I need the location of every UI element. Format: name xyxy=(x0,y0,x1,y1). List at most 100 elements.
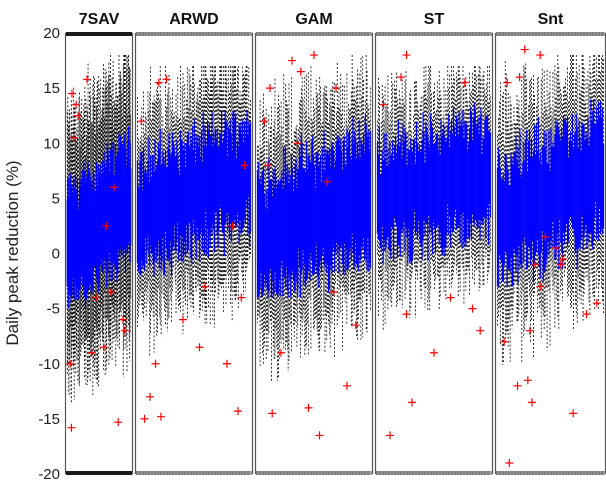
outlier-marker xyxy=(402,310,411,319)
outlier-marker xyxy=(460,78,469,87)
outlier-marker xyxy=(541,232,550,241)
outlier-marker xyxy=(503,78,512,87)
outlier-marker xyxy=(107,288,115,297)
outlier-marker xyxy=(296,67,305,76)
outlier-marker xyxy=(74,111,82,120)
y-tick-label: 15 xyxy=(43,80,60,97)
outlier-marker xyxy=(379,100,388,109)
outlier-marker xyxy=(582,310,591,319)
bottom-tick-band xyxy=(66,471,132,475)
y-tick-label: 10 xyxy=(43,135,60,152)
panel-arwd: ARWD xyxy=(134,11,254,475)
panel-title: Snt xyxy=(538,11,564,28)
outlier-marker xyxy=(468,304,477,313)
boxes xyxy=(376,102,492,265)
outlier-marker xyxy=(527,398,536,407)
boxes xyxy=(256,113,372,298)
outlier-marker xyxy=(397,73,405,82)
outlier-marker xyxy=(228,221,237,230)
outlier-marker xyxy=(201,282,209,291)
outlier-marker xyxy=(386,431,394,440)
outlier-marker xyxy=(195,343,204,352)
outlier-marker xyxy=(67,423,76,432)
outliers xyxy=(260,51,360,440)
outlier-marker xyxy=(87,348,96,357)
outlier-marker xyxy=(343,381,351,390)
outlier-marker xyxy=(69,133,78,142)
outlier-marker xyxy=(157,412,165,421)
outlier-marker xyxy=(66,359,75,368)
top-tick-band xyxy=(496,32,605,36)
outlier-marker xyxy=(263,161,272,170)
outlier-marker xyxy=(266,84,274,93)
boxes xyxy=(496,99,605,287)
outlier-marker xyxy=(310,51,318,60)
chart-panels: 7SAV ARWD GAM ST Snt xyxy=(64,11,606,475)
boxes xyxy=(136,110,252,276)
y-axis-title: Daily peak reduction (%) xyxy=(3,160,22,345)
panel-title: ST xyxy=(424,11,445,28)
y-tick-label: 20 xyxy=(43,25,60,42)
outliers xyxy=(500,45,601,467)
y-tick-label: -20 xyxy=(38,466,60,483)
outlier-marker xyxy=(72,100,81,109)
outlier-marker xyxy=(402,51,411,60)
outlier-marker xyxy=(500,337,509,346)
y-tick-label: 0 xyxy=(52,246,60,263)
outlier-marker xyxy=(515,73,524,82)
outliers xyxy=(379,51,485,440)
panel-gam: GAM xyxy=(254,11,374,475)
outlier-marker xyxy=(351,321,360,330)
panel-title: 7SAV xyxy=(79,11,120,28)
outlier-marker xyxy=(304,403,313,412)
outlier-marker xyxy=(323,177,332,186)
y-axis: -20 -15 -10 -5 0 5 10 15 20 xyxy=(38,25,60,483)
outlier-marker xyxy=(332,84,340,93)
outlier-marker xyxy=(137,117,146,126)
bottom-tick-band xyxy=(496,471,605,475)
outlier-marker xyxy=(476,326,485,335)
outlier-marker xyxy=(83,75,91,84)
outlier-marker xyxy=(569,409,578,418)
outlier-marker xyxy=(408,398,416,407)
outlier-marker xyxy=(151,359,160,368)
outlier-marker xyxy=(505,458,514,467)
outlier-marker xyxy=(154,78,163,87)
panel-7sav: 7SAV xyxy=(64,11,134,475)
outlier-marker xyxy=(240,161,249,170)
outlier-marker xyxy=(513,381,522,390)
outlier-marker xyxy=(146,392,154,401)
outlier-marker xyxy=(329,288,338,297)
outlier-marker xyxy=(237,293,246,302)
outlier-marker xyxy=(592,299,601,308)
outlier-marker xyxy=(315,431,324,440)
outlier-marker xyxy=(523,376,532,385)
outlier-marker xyxy=(234,407,242,416)
outlier-marker xyxy=(536,282,545,291)
panel-snt: Snt xyxy=(494,11,606,475)
outlier-marker xyxy=(288,56,296,65)
panel-title: ARWD xyxy=(169,11,218,28)
outlier-marker xyxy=(446,293,455,302)
outlier-marker xyxy=(223,359,231,368)
outlier-marker xyxy=(179,315,187,324)
y-tick-label: -10 xyxy=(38,356,60,373)
top-tick-band xyxy=(66,32,132,36)
outlier-marker xyxy=(430,348,438,357)
outlier-marker xyxy=(110,183,118,192)
outlier-marker xyxy=(92,293,100,302)
outlier-marker xyxy=(277,348,285,357)
outlier-marker xyxy=(556,260,565,269)
outlier-marker xyxy=(102,221,111,230)
y-tick-label: -5 xyxy=(47,301,60,318)
outlier-marker xyxy=(536,51,545,60)
outlier-marker xyxy=(520,45,529,54)
panel-st: ST xyxy=(374,11,494,475)
outlier-marker xyxy=(260,117,269,126)
panel-title: GAM xyxy=(295,11,332,28)
outlier-marker xyxy=(162,75,171,84)
outlier-marker xyxy=(119,315,127,324)
outlier-marker xyxy=(525,326,534,335)
outlier-marker xyxy=(99,343,108,352)
